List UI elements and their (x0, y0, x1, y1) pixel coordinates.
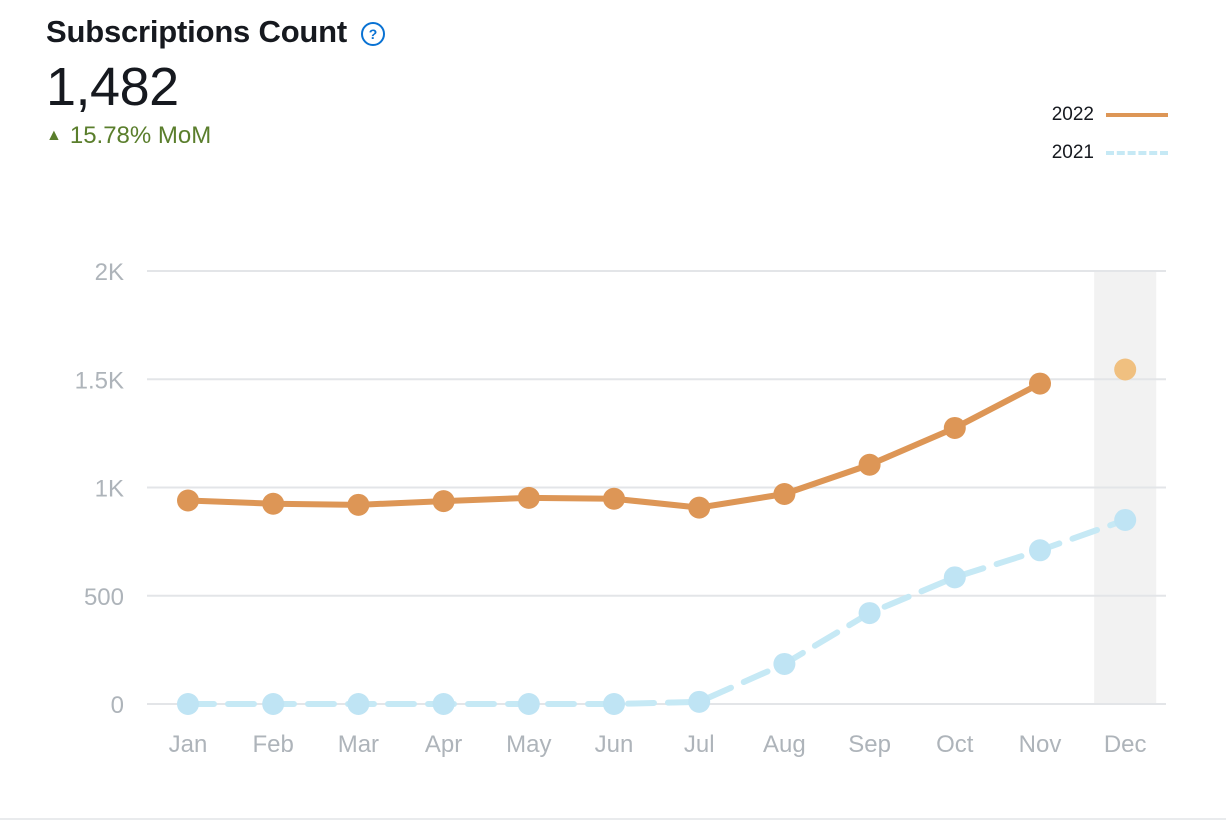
data-point-2022 (432, 490, 455, 513)
data-point-2022 (177, 489, 199, 512)
legend-swatch-2022 (1106, 113, 1168, 117)
x-tick-label: Feb (253, 731, 294, 758)
data-point-2022 (773, 482, 796, 505)
y-tick-label: 1.5K (75, 367, 124, 394)
legend-swatch-2021 (1106, 151, 1168, 155)
data-point-2022 (943, 416, 966, 439)
data-point-2022 (603, 487, 625, 510)
data-point-2022 (688, 496, 711, 519)
data-point-2022 (262, 492, 285, 515)
data-point-2021 (1114, 508, 1137, 531)
help-circle-icon[interactable]: ? (361, 22, 386, 46)
x-tick-label: Aug (763, 731, 806, 758)
data-point-2021 (177, 693, 199, 715)
chart-legend: 2022 2021 (1052, 96, 1168, 172)
data-point-2021 (943, 566, 966, 589)
mom-delta: ▲ 15.78% MoM (46, 122, 385, 150)
y-tick-label: 2K (95, 259, 124, 286)
widget-header: Subscriptions Count ? 1,482 ▲ 15.78% MoM (46, 14, 386, 150)
delta-text: 15.78% MoM (69, 122, 212, 149)
data-point-2021 (858, 602, 881, 625)
x-tick-label: Oct (936, 731, 974, 758)
data-point-2022 (517, 486, 540, 509)
metric-value: 1,482 (46, 57, 179, 117)
x-tick-label: Apr (425, 731, 462, 758)
legend-label-2021: 2021 (1051, 142, 1094, 163)
title-row: Subscriptions Count ? (46, 14, 386, 50)
y-tick-label: 0 (111, 692, 124, 719)
data-point-2022 (347, 493, 370, 516)
data-point-2021 (432, 693, 455, 715)
data-point-2021 (773, 652, 796, 675)
data-point-2022 (858, 453, 881, 476)
bottom-divider (0, 818, 1226, 820)
data-point-2022 (1029, 372, 1051, 395)
x-tick-label: Jul (684, 731, 715, 758)
data-point-2021 (347, 693, 370, 715)
data-point-2021 (262, 693, 285, 715)
x-tick-label: Nov (1019, 731, 1062, 758)
legend-label-2022: 2022 (1051, 104, 1094, 125)
y-tick-label: 500 (84, 584, 124, 611)
data-point-2021 (688, 690, 711, 713)
data-point-2022 (1114, 358, 1137, 381)
x-tick-label: Mar (338, 731, 379, 758)
x-tick-label: Jan (169, 731, 208, 758)
series-line-2021 (185, 516, 1129, 707)
legend-item-2022[interactable]: 2022 (1052, 96, 1168, 134)
x-tick-label: Jun (595, 731, 634, 758)
y-tick-label: 1K (95, 476, 124, 503)
x-tick-label: Sep (848, 731, 891, 758)
data-point-2021 (517, 693, 540, 715)
x-tick-label: Dec (1104, 731, 1147, 758)
x-tick-label: May (506, 731, 551, 758)
legend-item-2021[interactable]: 2021 (1052, 134, 1168, 172)
data-point-2021 (603, 693, 625, 715)
widget-title: Subscriptions Count (46, 14, 348, 49)
trend-up-icon: ▲ (46, 127, 62, 144)
data-point-2021 (1029, 539, 1051, 562)
